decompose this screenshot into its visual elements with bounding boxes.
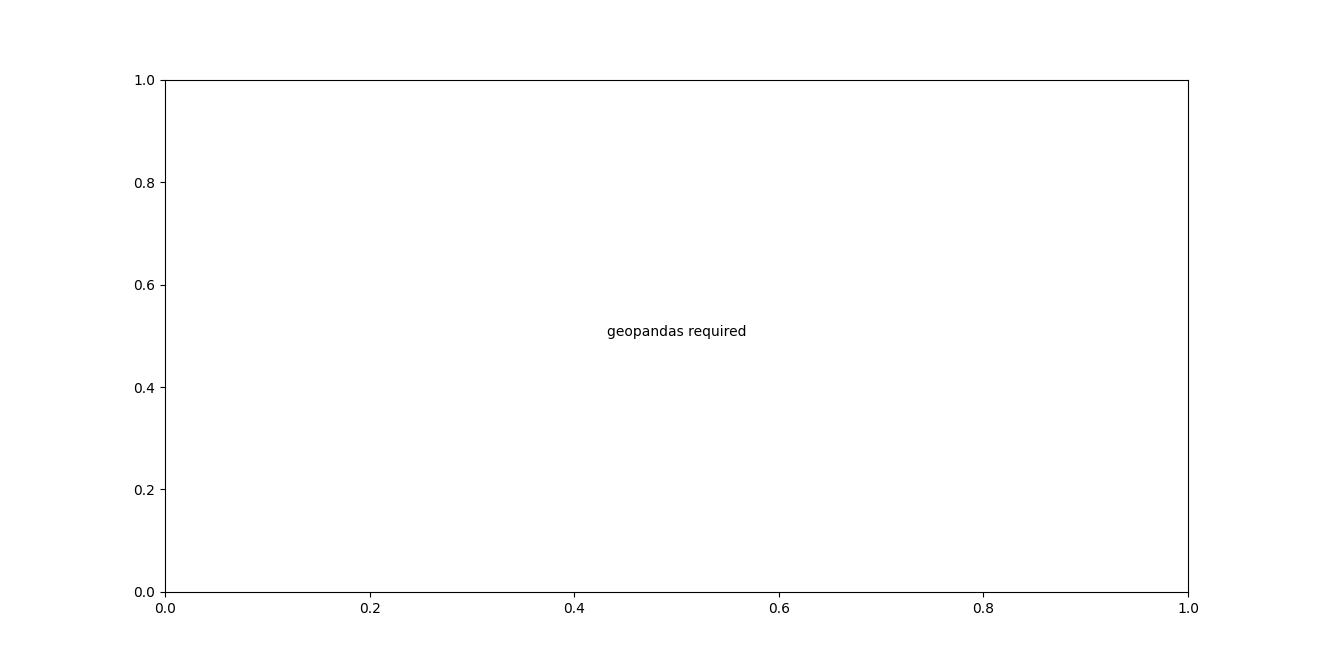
Text: geopandas required: geopandas required	[607, 325, 746, 339]
